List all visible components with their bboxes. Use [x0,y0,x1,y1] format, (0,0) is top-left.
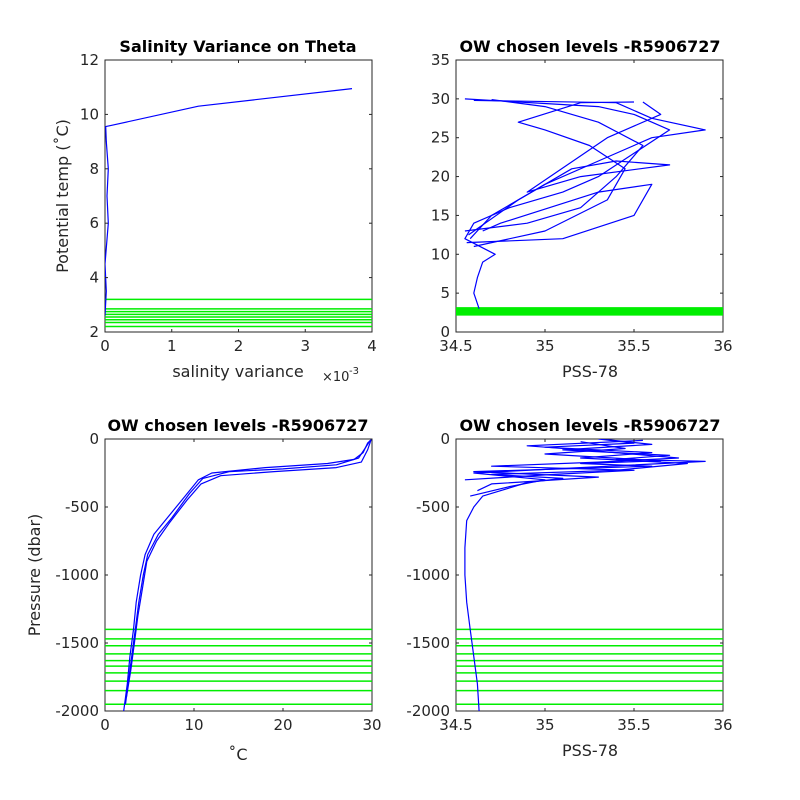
profile-line [464,99,644,232]
y-tick-label: 0 [440,323,450,341]
y-tick-label: 2 [89,323,99,341]
x-tick-label: 36 [713,337,732,355]
x-axis-multiplier: ×10 [322,370,349,385]
y-tick-label: 0 [89,430,99,448]
x-tick-label: 4 [367,337,377,355]
x-tick-label: 35.5 [617,716,650,734]
y-tick-label: -500 [416,498,450,516]
profile-line [464,98,671,309]
y-axis-label: Pressure (dbar) [25,514,44,637]
y-tick-label: 12 [80,51,99,69]
x-tick-label: 20 [273,716,292,734]
chart-title: OW chosen levels -R5906727 [459,37,720,56]
profile-line [466,183,653,244]
profile-line [470,439,706,497]
y-tick-label: 8 [89,160,99,178]
chart-title: Salinity Variance on Theta [119,37,356,56]
x-tick-label: 2 [234,337,244,355]
y-tick-label: 6 [89,214,99,232]
x-tick-label: 0 [100,716,110,734]
plot-area [105,439,372,711]
chart-ts: 34.5 35 35.5 36 0 5 10 15 20 25 30 35 OW chosen leve… [431,37,733,381]
chart-title: OW chosen levels -R5906727 [459,416,720,435]
x-tick-label: 30 [362,716,381,734]
profile-line [464,439,680,481]
profile-line [105,88,353,316]
profile-line [468,101,671,236]
y-tick-label: 15 [431,206,450,224]
y-tick-label: -1500 [55,634,99,652]
plot-area [456,98,723,316]
axes-box [455,59,724,333]
x-tick-label: 35.5 [617,337,650,355]
chart-title: OW chosen levels -R5906727 [107,416,368,435]
x-axis-label: salinity variance [172,362,303,381]
y-tick-label: 5 [440,284,450,302]
profile-line [469,99,706,240]
x-tick-label: 34.5 [439,337,472,355]
chart-psal: 34.5 35 35.5 36 -2000 -1500 -1000 -500 0 OW chose… [406,416,732,760]
x-axis-label: ˚C [228,745,247,764]
x-tick-label: 35 [535,337,554,355]
y-tick-label: 20 [431,168,450,186]
y-tick-label: 10 [80,105,99,123]
y-tick-label: 4 [89,269,99,287]
plot-area [456,439,723,711]
y-tick-label: 0 [440,430,450,448]
profile-line [125,439,372,698]
chart-ptemp: 0 10 20 30 -2000 -1500 -1000 -500 0 OW chosen lev… [25,416,382,764]
y-tick-label: -2000 [55,702,99,720]
profile-line [473,441,662,492]
x-tick-label: 36 [713,716,732,734]
x-tick-label: 0 [100,337,110,355]
x-axis-label: PSS-78 [562,362,618,381]
y-tick-label: -500 [65,498,99,516]
y-axis-label: Potential temp (˚C) [53,119,72,273]
x-tick-label: 34.5 [439,716,472,734]
profile-line [464,439,688,711]
y-tick-label: 25 [431,129,450,147]
x-tick-label: 3 [300,337,310,355]
x-tick-label: 35 [535,716,554,734]
y-tick-label: -2000 [406,702,450,720]
profile-line [473,101,635,248]
x-tick-label: 10 [184,716,203,734]
y-tick-label: 30 [431,90,450,108]
y-tick-label: -1500 [406,634,450,652]
y-tick-label: -1000 [406,566,450,584]
y-tick-label: -1000 [55,566,99,584]
x-axis-label: PSS-78 [562,741,618,760]
plot-area [105,88,372,328]
x-axis-multiplier-exponent: -3 [349,366,359,377]
y-tick-label: 35 [431,51,450,69]
profile-line [124,440,371,705]
x-tick-label: 1 [167,337,177,355]
y-tick-label: 10 [431,245,450,263]
